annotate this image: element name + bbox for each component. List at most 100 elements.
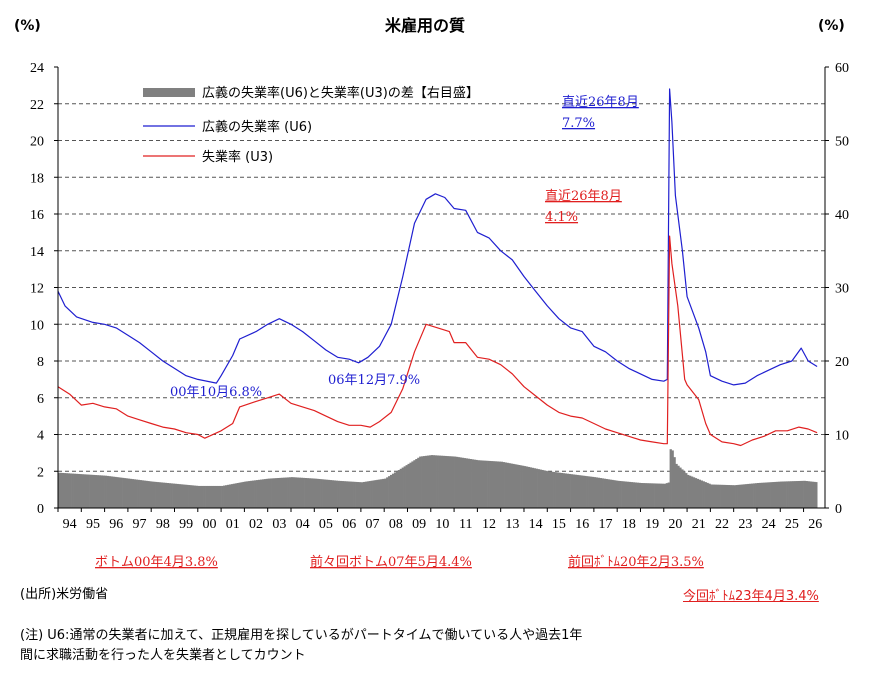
bar-gap [723, 484, 727, 508]
bar-gap [172, 483, 175, 508]
x-tick-label: 99 [179, 517, 193, 532]
bar-gap [621, 481, 624, 508]
bar-gap [782, 481, 785, 508]
bar-gap [535, 468, 538, 508]
bar-gap [760, 482, 764, 508]
bar-gap [211, 485, 214, 508]
y-left-tick-label: 14 [30, 245, 44, 260]
bar-gap [230, 484, 234, 508]
bar-gap [168, 483, 171, 508]
x-tick-label: 03 [272, 517, 286, 532]
bar-gap [176, 483, 179, 508]
y-left-tick-label: 20 [30, 135, 44, 150]
series-lines [57, 88, 818, 447]
bar-gap [261, 479, 265, 508]
annotation-bottom-2007: 前々回ボトム07年5月4.4% [310, 554, 472, 570]
y-right-tick-label: 10 [835, 429, 849, 444]
bar-gap [788, 481, 791, 508]
bar-gap [601, 478, 604, 508]
x-tick-label: 07 [366, 517, 380, 532]
bar-gap [463, 458, 467, 508]
bar-gap [287, 477, 290, 508]
bar-gap [481, 460, 484, 508]
annotation-u3-latest-value: 4.1% [545, 210, 578, 225]
bar-gap [450, 456, 453, 508]
bar-gap [413, 460, 416, 508]
bar-gap [733, 485, 736, 508]
bar-gap [656, 483, 659, 508]
annotation-bottom-2000: ボトム00年4月3.8% [95, 555, 218, 570]
bar-gap [626, 481, 630, 508]
bar-gap [310, 478, 313, 508]
bar-gap [490, 461, 494, 508]
bar-gap [747, 483, 750, 508]
bar-gap [333, 480, 336, 508]
bar-gap [164, 482, 168, 508]
bar-gap [382, 478, 385, 508]
bar-gap [704, 482, 707, 508]
bar-gap [312, 478, 315, 508]
bar-gap [556, 472, 560, 508]
bar-gap [789, 481, 793, 508]
bar-gap [667, 482, 670, 508]
bar-gap [345, 481, 348, 508]
bar-gap [290, 477, 294, 508]
bar-gap [716, 484, 719, 508]
bar-gap [223, 485, 226, 508]
bar-gap [316, 478, 319, 508]
bar-gap [784, 481, 787, 508]
bar-gap [591, 476, 595, 508]
bar-gap [242, 481, 245, 508]
bar-gap [104, 475, 107, 508]
bar-gap [347, 481, 350, 508]
bar-gap [516, 464, 519, 508]
bar-gap [471, 459, 474, 508]
bar-gap [160, 482, 164, 508]
bar-gap [236, 483, 239, 508]
bar-gap [589, 476, 593, 508]
bar-gap [737, 484, 740, 508]
bar-gap [409, 462, 412, 508]
x-tick-label: 15 [552, 517, 566, 532]
bar-gap [337, 480, 340, 508]
bar-gap [702, 481, 705, 508]
bar-gap [494, 461, 498, 508]
bar-gap [180, 484, 183, 508]
bar-gap [434, 455, 437, 508]
bar-gap [341, 481, 344, 508]
bar-gap [805, 481, 808, 508]
bar-gap [279, 477, 282, 508]
bar-gap [725, 484, 729, 508]
bar-gap [137, 479, 140, 508]
bar-gap [124, 478, 127, 508]
bar-gap [444, 455, 447, 508]
bar-gap [749, 483, 752, 508]
bar-gap [89, 474, 92, 508]
gap-bars [58, 449, 818, 508]
x-tick-label: 00 [202, 517, 216, 532]
bar-gap [566, 473, 569, 508]
bar-gap [125, 478, 129, 508]
x-tick-label: 97 [133, 517, 147, 532]
bar-gap [541, 469, 544, 508]
bar-gap [766, 482, 769, 508]
bar-gap [424, 455, 428, 508]
bar-gap [219, 485, 222, 508]
bar-gap [619, 480, 622, 508]
bar-gap [659, 483, 663, 508]
bar-gap [248, 481, 251, 508]
x-tick-label: 05 [319, 517, 333, 532]
bar-gap [811, 481, 814, 508]
bar-gap [718, 484, 721, 508]
bar-gap [553, 471, 556, 508]
bar-gap [560, 472, 564, 508]
chart: (%) 米雇用の質 (%) 02468101214161820222401020… [14, 16, 849, 570]
bar-gap [731, 485, 735, 508]
bar-gap [461, 457, 465, 508]
bar-gap [135, 479, 138, 508]
x-tick-label: 01 [226, 517, 240, 532]
bar-gap [576, 474, 579, 508]
bar-gap [423, 456, 426, 508]
y-left-tick-label: 12 [30, 282, 44, 297]
bar-gap [722, 484, 725, 508]
